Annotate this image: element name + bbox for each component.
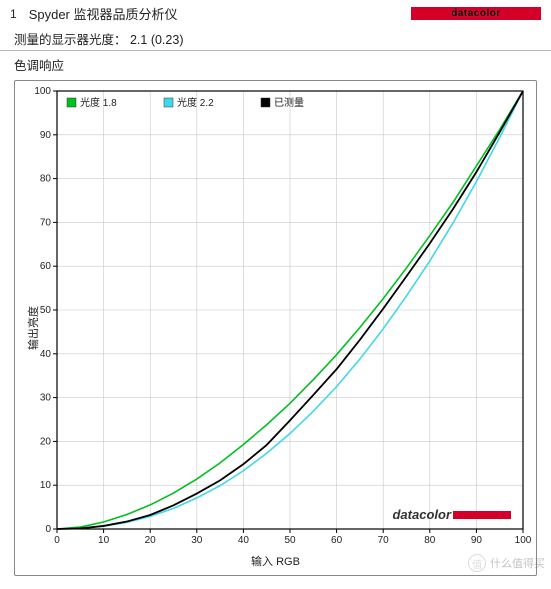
svg-text:0: 0 [45, 524, 51, 535]
y-axis-label: 输出亮度 [25, 306, 41, 350]
svg-text:已测量: 已测量 [274, 96, 304, 109]
svg-text:0: 0 [54, 535, 60, 546]
svg-text:50: 50 [40, 305, 52, 316]
svg-text:60: 60 [40, 261, 52, 272]
svg-text:光度 1.8: 光度 1.8 [80, 96, 117, 109]
x-axis-label: 输入 RGB [15, 551, 536, 575]
svg-text:20: 20 [40, 436, 52, 447]
svg-text:80: 80 [40, 174, 52, 185]
svg-text:40: 40 [238, 535, 250, 546]
page-title: Spyder 监视器品质分析仪 [29, 4, 411, 23]
tone-response-chart: 输出亮度 0 10 20 30 40 50 60 70 80 90 100 0 10 20 30 40 50 60… [14, 80, 537, 576]
svg-text:20: 20 [145, 535, 157, 546]
svg-text:70: 70 [40, 217, 52, 228]
chart-brand-text: datacolor [392, 507, 451, 522]
svg-text:10: 10 [98, 535, 110, 546]
svg-text:100: 100 [34, 86, 51, 97]
chart-brand-bar [453, 511, 511, 519]
svg-text:90: 90 [40, 130, 52, 141]
svg-text:30: 30 [191, 535, 203, 546]
svg-text:光度 2.2: 光度 2.2 [177, 96, 214, 109]
svg-text:40: 40 [40, 349, 52, 360]
watermark: 值 什么值得买 [468, 554, 545, 572]
chart-subtitle: 色调响应 [0, 53, 551, 80]
brand-badge: datacolor [411, 7, 541, 20]
svg-text:90: 90 [471, 535, 483, 546]
svg-text:70: 70 [378, 535, 390, 546]
measured-gamma-line: 测量的显示器光度： 2.1 (0.23) [0, 25, 551, 51]
svg-text:80: 80 [424, 535, 436, 546]
watermark-text: 什么值得买 [490, 555, 545, 571]
header-row: 1 Spyder 监视器品质分析仪 datacolor [0, 0, 551, 25]
svg-text:10: 10 [40, 480, 52, 491]
svg-text:50: 50 [284, 535, 296, 546]
svg-text:30: 30 [40, 393, 52, 404]
svg-text:60: 60 [331, 535, 343, 546]
watermark-icon: 值 [468, 554, 486, 572]
page-index: 1 [10, 7, 17, 21]
chart-svg: 0 10 20 30 40 50 60 70 80 90 100 0 10 20 30 40 50 60 70 80 9… [15, 81, 535, 551]
svg-text:100: 100 [515, 535, 532, 546]
brand-text: datacolor [451, 8, 501, 19]
